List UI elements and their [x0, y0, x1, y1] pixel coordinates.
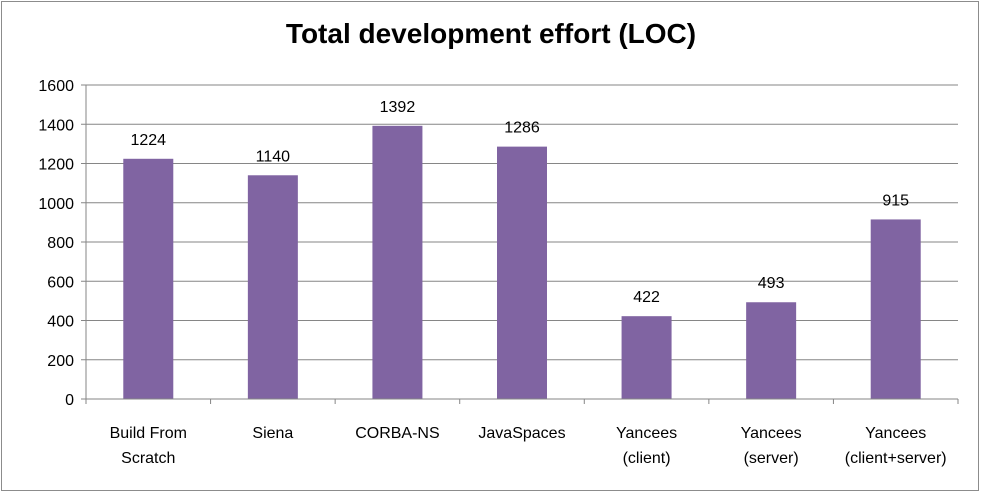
data-label: 1224: [130, 132, 166, 149]
data-label: 1286: [504, 120, 540, 137]
data-label: 493: [758, 275, 785, 292]
x-category-label: Yancees: [741, 425, 802, 442]
x-category-label: Yancees: [616, 425, 677, 442]
bar-3: [497, 146, 547, 399]
bar-6: [870, 219, 921, 399]
data-label: 1392: [380, 99, 416, 116]
bars: [123, 125, 921, 399]
y-tick-label: 0: [65, 392, 74, 409]
x-category-label: (client+server): [845, 450, 947, 467]
bar-5: [746, 302, 797, 399]
x-category-label: (client): [623, 450, 671, 467]
data-label: 1140: [256, 148, 291, 165]
bar-1: [247, 175, 298, 399]
chart-title: Total development effort (LOC): [285, 18, 697, 49]
labels: 0 200 400 600 800 1000 1200 1400 1600 1224 Build F…: [38, 78, 946, 467]
y-tick-label: 1400: [38, 117, 74, 134]
y-tick-label: 200: [47, 353, 74, 370]
x-category-label: Build From: [110, 425, 187, 442]
bar-4: [621, 316, 672, 399]
y-tick-label: 600: [47, 274, 74, 291]
bar-2: [372, 125, 423, 399]
bar-0: [123, 158, 174, 399]
data-label: 422: [633, 289, 660, 306]
x-category-label: (server): [744, 450, 799, 467]
x-category-label: Scratch: [121, 450, 175, 467]
y-tick-label: 400: [47, 314, 74, 331]
x-category-label: JavaSpaces: [478, 425, 565, 442]
data-label: 915: [882, 192, 909, 209]
y-tick-label: 1000: [38, 196, 74, 213]
axes: [81, 84, 959, 404]
y-tick-label: 1200: [38, 157, 74, 174]
y-tick-label: 800: [47, 235, 74, 252]
x-category-label: Siena: [252, 425, 293, 442]
x-category-label: CORBA-NS: [355, 425, 439, 442]
y-tick-label: 1600: [38, 78, 74, 95]
x-category-label: Yancees: [865, 425, 926, 442]
